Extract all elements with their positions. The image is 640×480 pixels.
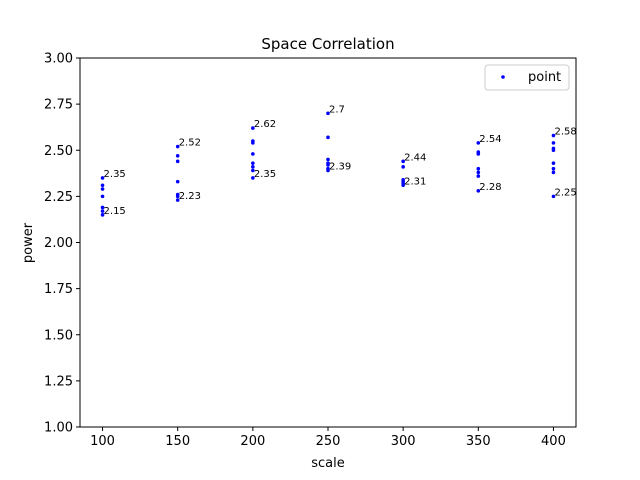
data-label: 2.44 <box>404 152 426 163</box>
data-point <box>100 194 105 199</box>
x-axis-label: scale <box>311 456 345 471</box>
data-point <box>476 170 481 175</box>
legend-label-point: point <box>528 70 561 85</box>
data-point <box>551 166 556 171</box>
y-axis-label: power <box>21 222 36 263</box>
legend-marker <box>501 75 505 79</box>
data-label: 2.15 <box>104 206 126 217</box>
data-label: 2.62 <box>254 119 276 130</box>
y-tick-label: 2.00 <box>44 236 73 251</box>
x-tick-label: 150 <box>165 434 190 449</box>
plot-area: 100 150 200 250 300 350 400 1.00 1.25 1.50 1.75 2.0… <box>44 52 577 450</box>
data-point <box>251 152 255 156</box>
legend-box <box>484 64 570 91</box>
data-point <box>100 209 105 213</box>
data-point <box>251 161 255 165</box>
data-label: 2.54 <box>479 134 501 145</box>
y-tick-label: 2.50 <box>44 144 73 159</box>
y-tick-label: 2.75 <box>44 98 73 113</box>
data-label: 2.35 <box>104 169 126 180</box>
x-tick-label: 400 <box>541 434 566 449</box>
legend: point <box>484 64 570 91</box>
data-point <box>551 148 556 153</box>
data-point <box>326 163 330 167</box>
data-label: 2.7 <box>329 104 345 115</box>
data-point <box>175 179 180 184</box>
data-point <box>100 213 105 217</box>
data-point <box>551 194 556 199</box>
data-point <box>100 187 105 191</box>
data-label: 2.25 <box>554 187 576 198</box>
data-point <box>100 176 105 180</box>
data-point <box>476 189 481 193</box>
data-point <box>326 135 330 140</box>
data-point <box>401 165 405 169</box>
data-point <box>551 161 556 165</box>
x-tick-label: 250 <box>316 434 341 449</box>
data-point <box>551 141 556 145</box>
data-point <box>175 194 180 199</box>
x-tick-label: 300 <box>391 434 416 449</box>
data-point <box>476 152 481 156</box>
data-point <box>476 166 481 171</box>
data-label: 2.35 <box>254 169 276 180</box>
y-tick-label: 1.25 <box>44 374 73 389</box>
data-point <box>175 144 180 149</box>
data-label: 2.52 <box>179 138 201 149</box>
data-point <box>175 153 180 158</box>
data-point <box>401 159 405 164</box>
y-tick-label: 2.25 <box>44 190 73 205</box>
y-tick-label: 1.75 <box>44 282 73 297</box>
data-label: 2.31 <box>404 176 426 187</box>
x-tick-label: 100 <box>90 434 115 449</box>
data-label: 2.58 <box>554 126 576 137</box>
data-point <box>476 174 481 178</box>
data-point <box>251 168 255 173</box>
data-point <box>476 141 481 145</box>
data-point <box>251 126 255 130</box>
data-point <box>251 141 255 145</box>
data-point <box>326 168 330 173</box>
chart-title: Space Correlation <box>261 35 394 53</box>
data-label: 2.28 <box>479 182 501 193</box>
data-label: 2.39 <box>329 162 351 173</box>
x-tick-label: 200 <box>240 434 265 449</box>
plot-frame <box>79 57 577 428</box>
data-point <box>175 159 180 164</box>
data-point <box>551 133 556 138</box>
data-point <box>251 176 255 180</box>
y-tick-label: 3.00 <box>44 52 73 67</box>
data-point <box>326 111 330 116</box>
data-point <box>326 157 330 162</box>
data-point <box>175 198 180 202</box>
data-point <box>251 165 255 169</box>
data-label: 2.23 <box>179 191 201 202</box>
y-tick-label: 1.50 <box>44 328 73 343</box>
x-tick-label: 350 <box>466 434 491 449</box>
y-tick-label: 1.00 <box>44 421 73 436</box>
data-point <box>100 205 105 210</box>
data-point <box>100 183 105 188</box>
data-point <box>401 183 405 188</box>
data-point <box>551 170 556 175</box>
